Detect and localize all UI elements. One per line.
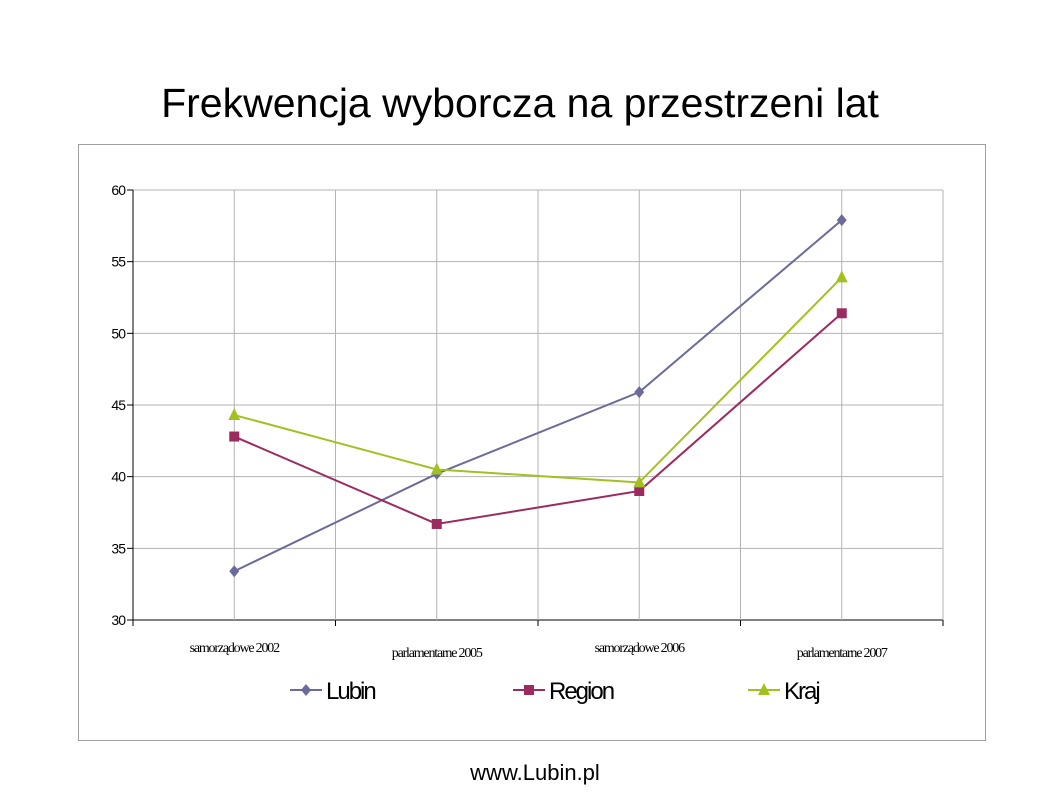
triangle-marker — [228, 408, 241, 421]
diamond-marker — [634, 386, 645, 399]
series-kraj — [228, 270, 848, 488]
y-axis-ticks: 30 35 40 45 50 55 60 — [111, 182, 127, 628]
legend-item-lubin: Lubin — [290, 678, 377, 705]
x-tick-label: samorządowe 2006 — [595, 641, 685, 656]
legend-label: Region — [549, 678, 614, 705]
x-tick-label: samorządowe 2002 — [190, 641, 280, 656]
triangle-marker — [430, 462, 443, 475]
triangle-marker — [835, 270, 848, 283]
square-marker — [634, 486, 645, 496]
series-line — [233, 276, 843, 484]
y-tick-label: 40 — [111, 469, 126, 485]
legend-item-kraj: Kraj — [748, 678, 821, 705]
chart-grid — [127, 189, 944, 626]
square-marker — [431, 518, 442, 529]
footer-url: www.Lubin.pl — [470, 760, 600, 785]
chart-legend: Lubin Region Kraj — [290, 678, 821, 705]
y-tick-label: 55 — [111, 254, 126, 270]
page-title: Frekwencja wyborcza na przestrzeni lat — [161, 80, 879, 126]
x-tick-label: parlamentarne 2005 — [392, 646, 483, 661]
y-tick-label: 50 — [111, 325, 126, 341]
triangle-marker — [758, 683, 770, 695]
y-tick-label: 60 — [111, 182, 126, 198]
diamond-marker — [301, 684, 311, 696]
legend-item-region: Region — [513, 678, 616, 705]
chart-series — [228, 214, 848, 578]
x-axis-ticks: samorządowe 2002 parlamentarne 2005 samorz… — [190, 641, 890, 661]
legend-label: Kraj — [784, 678, 819, 705]
diamond-marker — [836, 214, 847, 227]
square-marker — [836, 308, 847, 319]
triangle-marker — [633, 475, 646, 488]
y-tick-label: 35 — [111, 540, 126, 556]
x-tick-label: parlamentarne 2007 — [797, 646, 888, 661]
series-region — [229, 308, 847, 529]
chart-frame — [78, 144, 986, 741]
diamond-marker — [229, 565, 240, 578]
square-marker — [524, 685, 534, 695]
y-tick-label: 45 — [111, 397, 126, 413]
y-tick-label: 30 — [111, 612, 126, 628]
series-line — [233, 312, 843, 526]
series-line — [233, 219, 843, 573]
legend-label: Lubin — [326, 678, 375, 705]
square-marker — [229, 431, 240, 442]
